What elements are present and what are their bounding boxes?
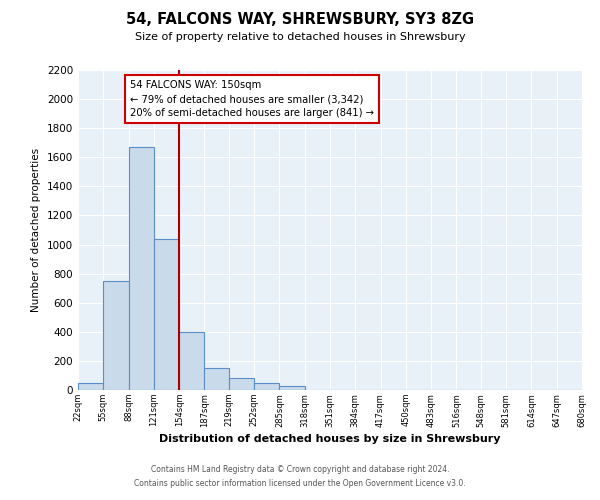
Bar [280,386,305,390]
X-axis label: Distribution of detached houses by size in Shrewsbury: Distribution of detached houses by size … [159,434,501,444]
Bar [128,147,154,390]
Text: 54, FALCONS WAY, SHREWSBURY, SY3 8ZG: 54, FALCONS WAY, SHREWSBURY, SY3 8ZG [126,12,474,28]
Text: Contains HM Land Registry data © Crown copyright and database right 2024.
Contai: Contains HM Land Registry data © Crown c… [134,466,466,487]
Bar [229,378,254,390]
Bar [205,368,229,390]
Bar [254,384,280,390]
Y-axis label: Number of detached properties: Number of detached properties [31,148,41,312]
Bar [154,238,179,390]
Bar [78,382,103,390]
Text: 54 FALCONS WAY: 150sqm
← 79% of detached houses are smaller (3,342)
20% of semi-: 54 FALCONS WAY: 150sqm ← 79% of detached… [130,80,374,118]
Bar [179,332,205,390]
Text: Size of property relative to detached houses in Shrewsbury: Size of property relative to detached ho… [134,32,466,42]
Bar [103,281,128,390]
